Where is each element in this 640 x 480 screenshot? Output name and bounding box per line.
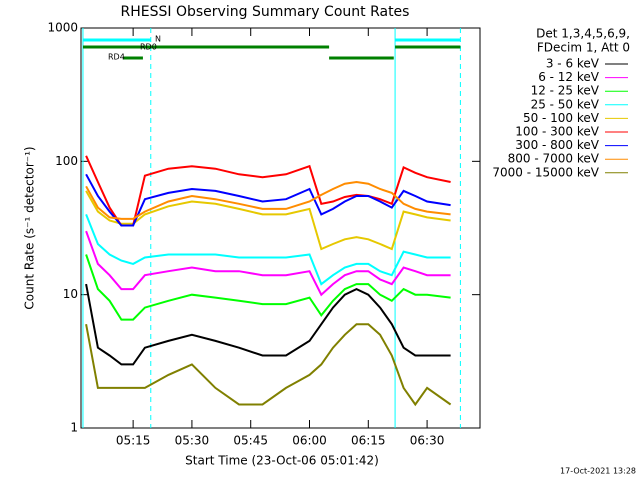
series-line [85, 254, 451, 321]
legend-label: 300 - 800 keV [515, 138, 599, 152]
legend-label: 800 - 7000 keV [508, 152, 600, 166]
series-line [85, 180, 451, 220]
legend-label: 50 - 100 keV [523, 111, 600, 125]
series-line [85, 230, 451, 297]
x-axis-label: Start Time (23-Oct-06 05:01:42) [185, 454, 379, 468]
y-tick-label: 100 [55, 154, 78, 168]
series-line [85, 173, 451, 227]
flag-label: N [155, 35, 161, 44]
legend-label: 100 - 300 keV [515, 125, 599, 139]
legend-label: 7000 - 15000 keV [492, 165, 599, 179]
plot-frame [80, 27, 481, 429]
flag-label: RD4 [108, 53, 125, 62]
chart-title: RHESSI Observing Summary Count Rates [121, 4, 410, 20]
x-tick-label: 05:45 [233, 434, 268, 448]
legend-label: 6 - 12 keV [538, 70, 600, 84]
series-line [85, 323, 452, 407]
legend-label: 25 - 50 keV [531, 97, 600, 111]
series-line [85, 190, 451, 251]
legend-label: 12 - 25 keV [531, 84, 600, 98]
y-tick-label: 10 [63, 287, 78, 301]
footer: 17-Oct-2021 13:28 [560, 467, 636, 476]
x-tick-label: 06:00 [292, 434, 327, 448]
legend-label: 3 - 6 keV [546, 57, 600, 71]
x-tick-label: 05:15 [116, 434, 151, 448]
y-tick-label: 1000 [47, 21, 78, 35]
y-tick-label: 1 [70, 421, 78, 435]
legend-header: FDecim 1, Att 0 [537, 41, 630, 55]
legend-header: Det 1,3,4,5,6,9, [536, 27, 630, 41]
series-line [85, 283, 451, 366]
x-tick-label: 06:30 [410, 434, 445, 448]
series-line [85, 214, 451, 286]
x-tick-label: 06:15 [351, 434, 386, 448]
x-tick-label: 05:30 [175, 434, 210, 448]
y-axis-label: Count Rate (s⁻¹ detector⁻¹) [23, 146, 37, 309]
flag-label: RD0 [140, 43, 157, 52]
